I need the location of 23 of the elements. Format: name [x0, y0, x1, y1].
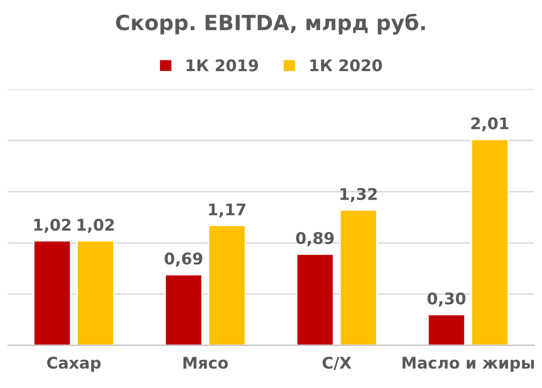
bar [164, 274, 203, 346]
legend-label: 1К 2019 [186, 59, 258, 72]
bar [339, 209, 378, 346]
x-tick-label: Мясо [183, 356, 228, 369]
chart-title: Скорр. EBITDA, млрд руб. [116, 14, 425, 35]
data-label: 1,02 [34, 218, 70, 233]
bar [208, 224, 246, 346]
bar [296, 253, 334, 346]
data-label: 1,02 [78, 218, 114, 233]
data-label: 0,89 [296, 232, 334, 246]
data-label: 1,32 [340, 188, 377, 202]
data-label: 0,69 [164, 252, 202, 267]
data-label: 0,30 [428, 292, 466, 307]
data-label: 1,17 [209, 204, 246, 218]
x-tick-label: С/Х [322, 356, 352, 370]
data-label: 2,01 [471, 117, 508, 132]
x-tick-label: Масло и жиры [402, 356, 534, 372]
bar [470, 138, 509, 346]
legend-label: 1К 2020 [310, 59, 382, 72]
bar [427, 314, 466, 346]
bar [33, 240, 72, 346]
bar [76, 240, 115, 346]
x-tick-label: Сахар [47, 356, 101, 372]
